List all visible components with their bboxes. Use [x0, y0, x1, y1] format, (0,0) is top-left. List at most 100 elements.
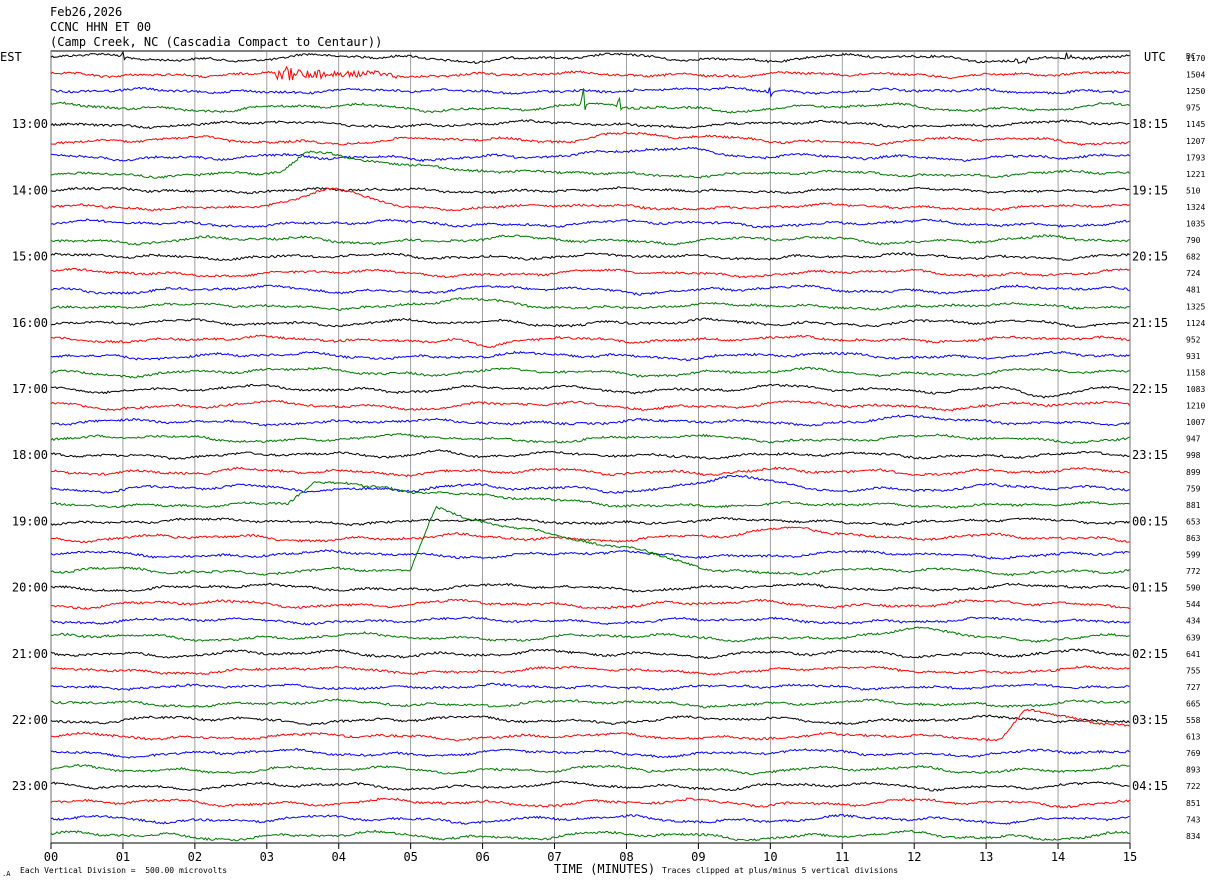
seismic-trace — [50, 350, 1130, 362]
dc-value: 755 — [1186, 666, 1201, 675]
seismic-trace — [50, 50, 1130, 65]
dc-value: 1250 — [1186, 87, 1205, 96]
dc-value: 790 — [1186, 236, 1201, 245]
dc-value: 722 — [1186, 782, 1201, 791]
seismic-trace — [50, 780, 1130, 792]
seismic-trace — [50, 233, 1130, 246]
seismic-trace — [50, 449, 1130, 461]
seismic-trace — [50, 598, 1130, 610]
utc-hour-label: 23:15 — [1132, 448, 1168, 462]
dc-value: 1210 — [1186, 402, 1205, 411]
x-tick-label: 07 — [547, 850, 561, 864]
seismic-trace — [50, 252, 1130, 261]
seismic-trace — [50, 626, 1130, 643]
seismic-trace — [50, 146, 1130, 163]
dc-value: 759 — [1186, 484, 1201, 493]
utc-hour-label: 00:15 — [1132, 514, 1168, 528]
seismic-trace — [50, 187, 1130, 212]
seismic-trace — [50, 88, 1130, 114]
utc-axis-label: UTC — [1144, 50, 1166, 64]
dc-label: DC — [1186, 52, 1196, 61]
seismic-trace — [50, 616, 1130, 626]
dc-value: 931 — [1186, 352, 1201, 361]
seismic-trace — [50, 748, 1130, 759]
seismic-trace — [50, 414, 1130, 427]
est-hour-label: 14:00 — [12, 183, 48, 197]
utc-hour-label: 18:15 — [1132, 117, 1168, 131]
x-tick-label: 10 — [763, 850, 777, 864]
seismic-trace — [50, 466, 1130, 478]
dc-value: 1793 — [1186, 153, 1205, 162]
dc-value: 947 — [1186, 435, 1201, 444]
est-hour-label: 15:00 — [12, 250, 48, 264]
est-axis-label: EST — [0, 50, 22, 64]
dc-value: 558 — [1186, 716, 1201, 725]
dc-value: 544 — [1186, 600, 1201, 609]
dc-value: 1325 — [1186, 302, 1205, 311]
seismic-trace — [50, 648, 1130, 660]
seismic-trace — [50, 549, 1130, 560]
dc-value: 639 — [1186, 633, 1201, 642]
dc-value: 952 — [1186, 335, 1201, 344]
x-tick-label: 15 — [1123, 850, 1137, 864]
seismic-trace — [50, 505, 1130, 577]
x-axis-title: TIME (MINUTES) — [554, 862, 656, 876]
dc-value: 481 — [1186, 286, 1201, 295]
x-tick-label: 08 — [619, 850, 633, 864]
utc-hour-label: 04:15 — [1132, 779, 1168, 793]
x-tick-label: 05 — [403, 850, 417, 864]
seismic-trace — [50, 582, 1130, 593]
seismic-trace — [50, 131, 1130, 147]
utc-hour-label: 02:15 — [1132, 647, 1168, 661]
utc-hour-label: 19:15 — [1132, 183, 1168, 197]
dc-value: 1145 — [1186, 120, 1205, 129]
x-tick-label: 13 — [979, 850, 993, 864]
seismic-trace — [50, 526, 1130, 544]
x-tick-label: 09 — [691, 850, 705, 864]
est-hour-label: 23:00 — [12, 779, 48, 793]
utc-hour-label: 01:15 — [1132, 581, 1168, 595]
utc-hour-label: 20:15 — [1132, 250, 1168, 264]
dc-value: 653 — [1186, 517, 1201, 526]
dc-value: 975 — [1186, 104, 1201, 113]
dc-value: 590 — [1186, 584, 1201, 593]
dc-value: 1170 — [1186, 54, 1205, 63]
dc-value: 1504 — [1186, 71, 1205, 80]
est-hour-label: 17:00 — [12, 382, 48, 396]
dc-value: 434 — [1186, 617, 1201, 626]
seismic-trace — [50, 813, 1130, 825]
dc-value: 599 — [1186, 551, 1201, 560]
seismic-trace — [50, 682, 1130, 692]
est-hour-label: 21:00 — [12, 647, 48, 661]
dc-value: 851 — [1186, 799, 1201, 808]
seismic-trace — [50, 65, 1130, 81]
dc-value: 1083 — [1186, 385, 1205, 394]
est-hour-label: 16:00 — [12, 316, 48, 330]
utc-hour-label: 22:15 — [1132, 382, 1168, 396]
utc-hour-label: 03:15 — [1132, 713, 1168, 727]
plot-frame — [50, 50, 1131, 844]
dc-value: 613 — [1186, 733, 1201, 742]
dc-value: 641 — [1186, 650, 1201, 659]
x-tick-label: 00 — [44, 850, 58, 864]
est-hour-label: 13:00 — [12, 117, 48, 131]
dc-value: 834 — [1186, 832, 1201, 841]
dc-value: 899 — [1186, 468, 1201, 477]
corner-mark: .A — [2, 870, 11, 878]
seismic-trace — [50, 297, 1130, 311]
x-tick-label: 02 — [188, 850, 202, 864]
dc-value: 1124 — [1186, 319, 1205, 328]
est-hour-label: 20:00 — [12, 581, 48, 595]
dc-value: 682 — [1186, 253, 1201, 262]
dc-value: 881 — [1186, 501, 1201, 510]
seismic-trace — [50, 399, 1130, 412]
seismic-trace — [50, 763, 1130, 776]
x-tick-label: 06 — [475, 850, 489, 864]
dc-value: 1158 — [1186, 368, 1205, 377]
seismic-trace — [50, 665, 1130, 676]
dc-value: 727 — [1186, 683, 1201, 692]
seismic-trace — [50, 829, 1130, 842]
seismic-trace — [51, 366, 1130, 379]
dc-value: 1207 — [1186, 137, 1205, 146]
seismic-trace — [50, 218, 1130, 229]
